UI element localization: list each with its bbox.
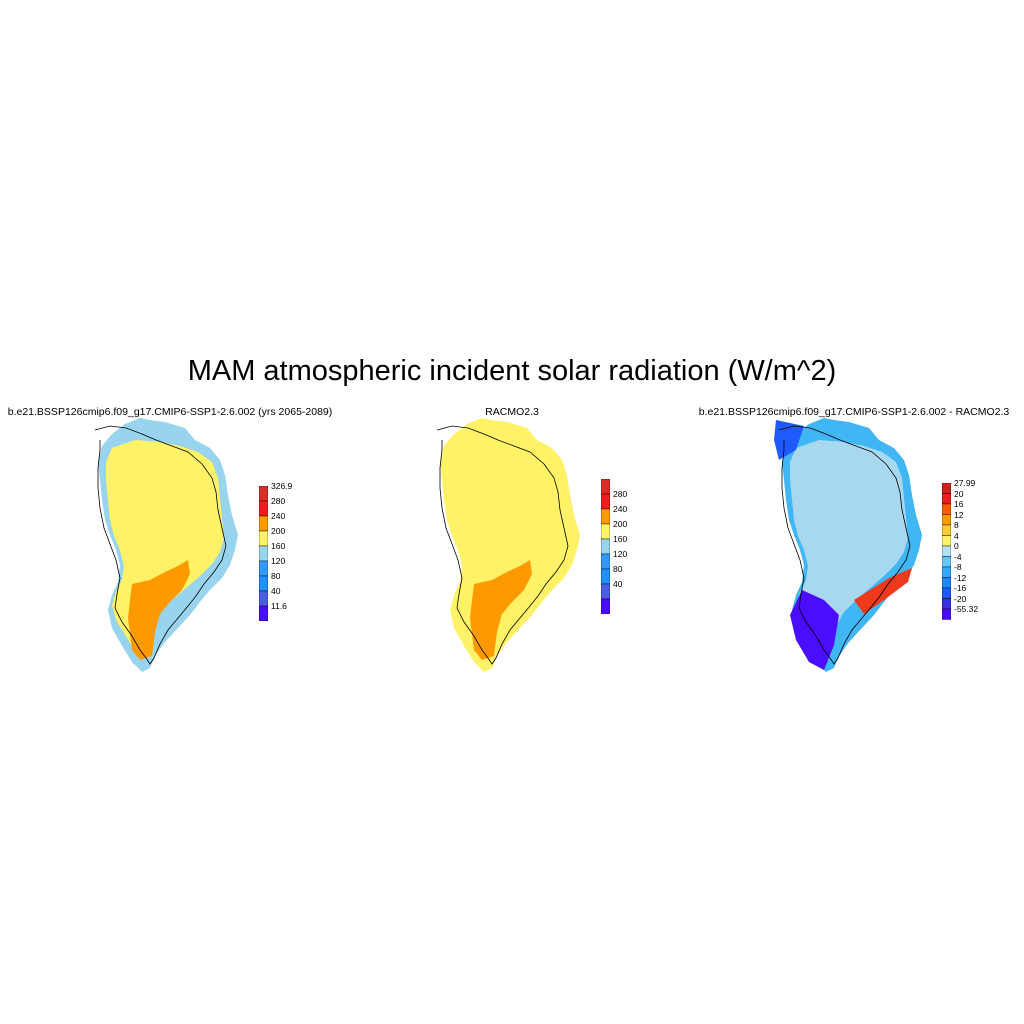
colorbar-segment — [601, 479, 610, 495]
colorbar-segment — [259, 575, 268, 592]
colorbar-label: 20 — [954, 488, 964, 499]
colorbar-segment — [259, 605, 268, 621]
greenland-map — [94, 418, 238, 672]
colorbar-label: 200 — [271, 526, 286, 536]
colorbar-label: 80 — [271, 571, 281, 581]
colorbar-label: 27.99 — [954, 478, 976, 488]
coastline — [94, 425, 227, 665]
panel-title: b.e21.BSSP126cmip6.f09_g17.CMIP6-SSP1-2.… — [698, 406, 1010, 418]
colorbar-segment — [259, 545, 268, 562]
colorbar-segment — [601, 583, 610, 600]
colorbar-label: 16 — [954, 499, 964, 509]
colorbar-label: 160 — [613, 534, 628, 544]
colorbar-segment — [942, 608, 951, 620]
panel-model: b.e21.BSSP126cmip6.f09_g17.CMIP6-SSP1-2.… — [0, 400, 340, 690]
colorbar-segment — [942, 493, 951, 505]
colorbar-segment — [942, 483, 951, 494]
figure-title: MAM atmospheric incident solar radiation… — [187, 355, 837, 387]
region-south — [128, 560, 190, 660]
colorbar-segment — [942, 535, 951, 547]
colorbar-label: 160 — [271, 541, 286, 551]
region-south — [470, 560, 532, 660]
colorbar-segment — [601, 598, 610, 614]
greenland-map — [774, 418, 922, 672]
colorbar-segment — [601, 508, 610, 525]
panel-diff: b.e21.BSSP126cmip6.f09_g17.CMIP6-SSP1-2.… — [684, 400, 1024, 690]
colorbar-segment — [601, 523, 610, 540]
colorbar-bar — [259, 486, 268, 621]
colorbar-label: 40 — [613, 579, 623, 589]
colorbar-label: 80 — [613, 564, 623, 574]
colorbar-label: -8 — [954, 562, 962, 572]
colorbar-segment — [942, 566, 951, 578]
colorbar-segment — [601, 568, 610, 585]
colorbar-label: -4 — [954, 551, 962, 562]
colorbar-bar — [601, 479, 610, 614]
colorbar-label: 0 — [954, 541, 959, 551]
panel-obs: RACMO2.3 280 240 200 160 120 80 40 — [342, 400, 682, 690]
colorbar-segment — [601, 493, 610, 510]
colorbar-label: 120 — [271, 556, 286, 566]
colorbar-segment — [259, 486, 268, 502]
colorbar-segment — [942, 577, 951, 589]
colorbar-segment — [942, 587, 951, 599]
colorbar-label: 120 — [613, 549, 628, 559]
colorbar-segment — [942, 545, 951, 557]
colorbar-label: 240 — [613, 504, 628, 514]
colorbar-segment — [942, 556, 951, 568]
colorbar-segment — [259, 530, 268, 547]
colorbar-label: 4 — [954, 530, 959, 541]
colorbar-segment — [259, 590, 268, 607]
colorbar-label: 200 — [613, 519, 628, 529]
colorbar-bar — [942, 483, 951, 620]
region-northwest — [774, 420, 804, 460]
colorbar-segment — [942, 598, 951, 610]
colorbar-label: 280 — [613, 489, 628, 499]
region-south — [790, 590, 839, 670]
colorbar-label: 326.9 — [271, 481, 293, 491]
colorbar-label: 11.6 — [271, 601, 287, 611]
colorbar-label: 8 — [954, 520, 959, 530]
coastline — [436, 425, 569, 665]
colorbar-label: 280 — [271, 496, 286, 506]
colorbar-segment — [601, 553, 610, 570]
colorbar-label: 240 — [271, 511, 286, 521]
panel-title: b.e21.BSSP126cmip6.f09_g17.CMIP6-SSP1-2.… — [7, 406, 333, 418]
colorbar-label: 40 — [271, 586, 281, 596]
colorbar-label: -20 — [954, 593, 967, 604]
colorbar-segment — [259, 560, 268, 577]
colorbar-segment — [942, 524, 951, 536]
colorbar-segment — [259, 500, 268, 517]
colorbar-label: -55.32 — [954, 604, 979, 614]
colorbar-segment — [259, 515, 268, 532]
colorbar-segment — [942, 514, 951, 526]
colorbar-label: -16 — [954, 583, 967, 593]
panel-title: RACMO2.3 — [485, 406, 539, 418]
colorbar-label: 12 — [954, 509, 964, 520]
colorbar-segment — [601, 538, 610, 555]
colorbar-label: -12 — [954, 572, 967, 583]
coastline — [778, 425, 911, 665]
colorbar-segment — [942, 503, 951, 515]
greenland-map — [436, 418, 580, 672]
